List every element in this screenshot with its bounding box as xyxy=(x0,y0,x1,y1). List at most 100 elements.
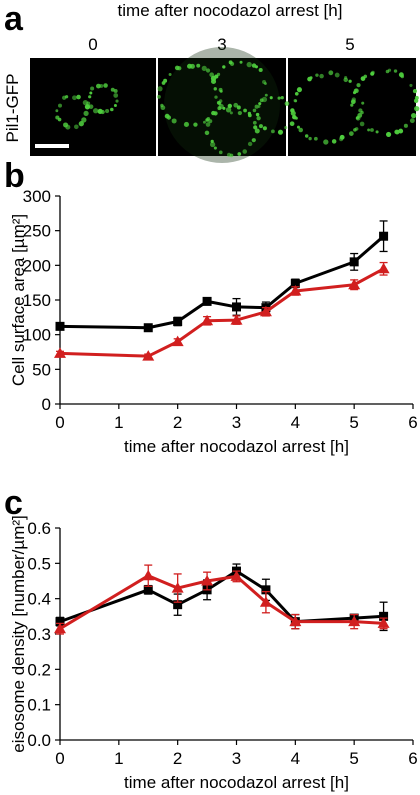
cells-5h xyxy=(290,68,420,145)
cell-dot xyxy=(247,141,253,147)
y-tick-label: 0 xyxy=(42,395,51,414)
data-point xyxy=(289,615,302,627)
data-point xyxy=(259,596,272,607)
cell-dot xyxy=(255,112,260,117)
cell-dot xyxy=(201,65,207,71)
cell-dot xyxy=(409,118,415,124)
cell-dot xyxy=(113,88,118,93)
cell-dot xyxy=(254,128,260,134)
cell-dot xyxy=(58,103,62,108)
y-tick-label: 50 xyxy=(32,360,51,379)
cell-dot xyxy=(367,128,370,132)
cell-dot xyxy=(63,122,69,128)
cell-dot xyxy=(361,101,365,105)
data-point xyxy=(348,615,361,627)
data-point xyxy=(230,314,243,325)
cell-dot xyxy=(113,93,119,98)
series-1 xyxy=(54,564,390,635)
cell-dot xyxy=(228,60,233,65)
cell-dot xyxy=(196,63,201,68)
y-tick-label: 0.5 xyxy=(27,554,51,573)
cell-dot xyxy=(258,67,263,73)
cell-dot xyxy=(258,102,262,106)
cell-dot xyxy=(359,121,365,127)
cell-dot xyxy=(385,131,392,138)
cell-dot xyxy=(313,136,318,141)
cell-dot xyxy=(348,79,352,83)
data-point xyxy=(173,316,183,326)
timepoint-label-3: 3 xyxy=(217,35,226,54)
data-point xyxy=(377,262,390,274)
cell-dot xyxy=(84,104,91,110)
cell-dot xyxy=(284,126,288,130)
x-tick-label: 4 xyxy=(291,749,300,768)
cell-dot xyxy=(296,125,300,129)
x-tick-label: 6 xyxy=(408,413,417,432)
cell-dot xyxy=(211,78,217,84)
row-label-pil1-gfp: Pil1-GFP xyxy=(3,74,22,143)
cell-dot xyxy=(256,116,261,121)
cell-dot xyxy=(113,103,117,108)
cell-dot xyxy=(236,105,241,110)
chart-cell-surface-area: 0 50 100 150 200 250 300 0 1 2 3 4 5 6 time after noco… xyxy=(9,187,418,456)
cell-dot xyxy=(93,108,99,114)
cell-dot xyxy=(252,120,257,125)
cell-dot xyxy=(328,70,334,76)
cell-dot xyxy=(289,121,295,127)
cell-dot xyxy=(251,138,256,143)
cell-dot xyxy=(356,83,361,88)
cell-dot xyxy=(371,70,375,75)
cell-dot xyxy=(157,86,163,92)
y-axis-label: eisosome density [number/µm²] xyxy=(9,515,28,753)
data-point xyxy=(143,585,153,595)
cell-dot xyxy=(55,109,59,113)
cell-dot xyxy=(225,107,232,113)
cell-dot xyxy=(348,131,354,136)
cell-dot xyxy=(189,63,195,69)
cell-dot xyxy=(86,101,91,106)
data-point xyxy=(230,570,243,581)
cell-dot xyxy=(205,122,211,127)
cell-dot xyxy=(292,115,297,120)
cell-dot xyxy=(262,126,267,131)
x-tick-label: 1 xyxy=(114,749,123,768)
cell-dot xyxy=(237,152,242,156)
cell-dot xyxy=(163,78,168,83)
cell-dot xyxy=(233,102,239,108)
cell-dot xyxy=(72,95,77,101)
data-point xyxy=(202,296,212,306)
cell-dot xyxy=(261,96,268,103)
cell-dot xyxy=(319,73,324,79)
cell-dot xyxy=(280,96,284,100)
data-point xyxy=(55,617,65,627)
cell-dot xyxy=(352,91,357,95)
y-axis-label: Cell surface area [µm²] xyxy=(9,214,28,386)
y-tick-label: 0.1 xyxy=(27,696,51,715)
cell-dot xyxy=(375,130,379,134)
cell-dot xyxy=(353,128,357,132)
cell-dot xyxy=(168,72,172,76)
cell-dot xyxy=(400,74,405,79)
cell-dot xyxy=(257,105,261,108)
data-point xyxy=(349,257,359,267)
data-point xyxy=(54,347,66,358)
cell-dot xyxy=(315,73,319,77)
cell-dot xyxy=(160,103,164,108)
cell-dot xyxy=(214,74,219,79)
y-tick-label: 0.0 xyxy=(27,731,51,750)
chart-eisosome-density: 0.0 0.1 0.2 0.3 0.4 0.5 0.6 0 1 2 3 4 5 6 time after n… xyxy=(9,515,418,792)
cell-dot xyxy=(334,72,340,78)
y-tick-label: 150 xyxy=(23,291,51,310)
x-tick-label: 4 xyxy=(291,413,300,432)
cell-dot xyxy=(105,109,110,114)
x-axis-label: time after nocodazol arrest [h] xyxy=(124,437,349,456)
cell-dot xyxy=(76,94,81,100)
cell-dot xyxy=(284,101,290,106)
cell-dot xyxy=(290,110,296,116)
cell-dot xyxy=(99,83,104,88)
cell-dot xyxy=(277,129,284,135)
cell-dot xyxy=(218,150,223,155)
cell-dot xyxy=(358,108,363,113)
data-point xyxy=(348,278,361,290)
cell-dot xyxy=(309,76,313,80)
